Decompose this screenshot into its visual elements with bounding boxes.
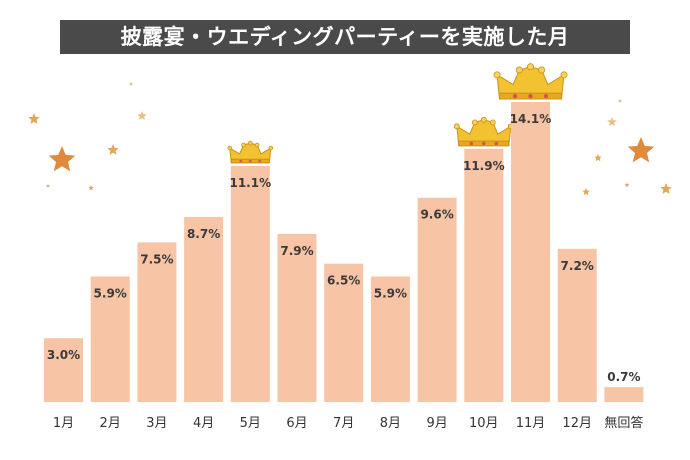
bar xyxy=(184,216,224,402)
star-icon xyxy=(607,117,617,127)
bar-value-label: 0.7% xyxy=(607,370,640,384)
star-icon xyxy=(107,144,119,155)
x-tick-label: 4月 xyxy=(193,416,214,431)
bar-value-label: 8.7% xyxy=(187,227,220,241)
x-tick-label: 11月 xyxy=(516,416,546,431)
x-tick-label: 10月 xyxy=(469,416,499,431)
crown-icon xyxy=(453,116,514,147)
star-icon xyxy=(627,137,655,163)
x-tick-label: 7月 xyxy=(333,416,354,431)
bar xyxy=(230,165,270,402)
x-tick-label: 1月 xyxy=(53,416,74,431)
bar-value-label: 11.9% xyxy=(463,159,505,173)
bar-value-label: 5.9% xyxy=(94,286,127,300)
x-tick-label: 無回答 xyxy=(604,415,643,431)
bar xyxy=(277,233,317,402)
star-icon xyxy=(624,182,630,188)
bar xyxy=(464,148,504,402)
bar-value-label: 6.5% xyxy=(327,274,360,288)
crown-icon xyxy=(493,63,568,100)
star-icon xyxy=(46,184,50,188)
crown-icon xyxy=(227,140,274,164)
bar xyxy=(370,276,410,402)
bar xyxy=(90,276,130,402)
chart-title: 披露宴・ウエディングパーティーを実施した月 xyxy=(60,20,630,54)
bar-value-label: 3.0% xyxy=(47,348,80,362)
star-icon xyxy=(88,185,94,191)
star-icon xyxy=(618,99,622,103)
x-tick-label: 5月 xyxy=(240,416,261,431)
x-tick-label: 9月 xyxy=(426,416,447,431)
x-tick-label: 6月 xyxy=(286,416,307,431)
bar-value-label: 7.9% xyxy=(280,244,313,258)
bar xyxy=(557,248,597,402)
bar-value-label: 11.1% xyxy=(229,176,271,190)
bar xyxy=(511,102,550,402)
star-icon xyxy=(48,146,76,172)
bar xyxy=(604,387,644,402)
star-icon xyxy=(660,183,672,194)
x-tick-label: 8月 xyxy=(380,416,401,431)
x-tick-label: 3月 xyxy=(146,416,167,431)
x-tick-label: 2月 xyxy=(100,416,121,431)
star-icon xyxy=(137,111,147,121)
star-icon xyxy=(129,82,133,86)
star-icon xyxy=(28,113,40,124)
star-icon xyxy=(582,188,590,196)
bar-value-label: 5.9% xyxy=(374,286,407,300)
x-tick-label: 12月 xyxy=(562,416,592,431)
bar xyxy=(44,338,83,402)
bar xyxy=(137,242,177,402)
bar-value-label: 9.6% xyxy=(420,208,453,222)
bar-value-label: 7.2% xyxy=(561,259,594,273)
bar xyxy=(417,197,457,402)
bar xyxy=(324,263,364,402)
star-icon xyxy=(594,154,602,162)
bar-value-label: 14.1% xyxy=(510,112,552,126)
bar-value-label: 7.5% xyxy=(140,252,173,266)
